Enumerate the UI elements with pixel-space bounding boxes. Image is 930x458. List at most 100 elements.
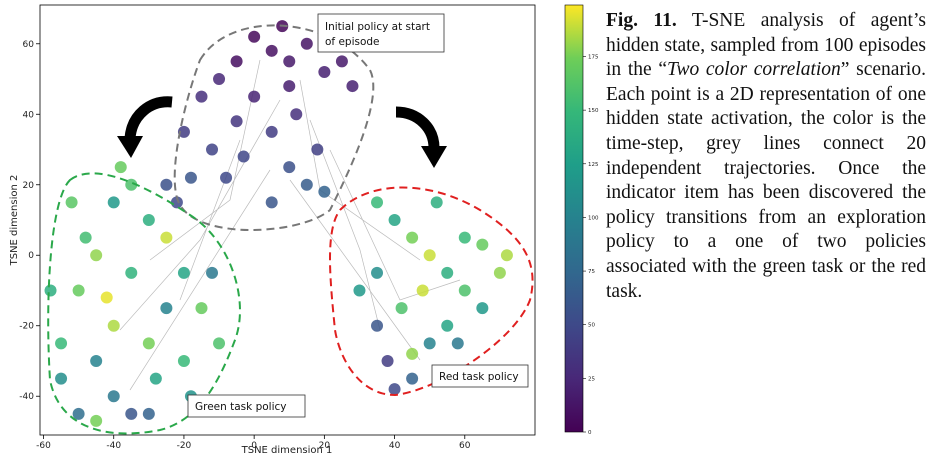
annotation: Red task policy (439, 371, 519, 383)
point (142, 214, 155, 226)
x-tick-label: 60 (459, 441, 471, 451)
point (451, 337, 464, 350)
y-tick-label: 40 (23, 110, 35, 120)
chart: Initial policy at start of episode Red t… (9, 4, 599, 456)
y-axis-label: TSNE dimension 2 (9, 175, 20, 267)
point (441, 266, 454, 279)
y-tick-label: 20 (23, 181, 35, 191)
green-region (47, 172, 241, 435)
caption-text: ” scenario. Each point is a 2D represent… (606, 59, 926, 302)
point (388, 214, 401, 226)
x-tick-label: 0 (251, 441, 257, 451)
point (318, 185, 331, 198)
point (72, 284, 85, 297)
point (430, 196, 443, 209)
point (90, 354, 103, 367)
colorbar (564, 4, 584, 433)
point (107, 390, 120, 403)
point (79, 231, 92, 244)
point (423, 249, 436, 262)
annotation-box (187, 394, 306, 418)
point (170, 196, 183, 209)
y-tick-label: -20 (19, 322, 34, 332)
point (55, 337, 68, 350)
annotation: Initial policy at start (325, 21, 430, 33)
point (371, 196, 384, 209)
point (265, 196, 278, 209)
point (335, 55, 348, 68)
point (283, 161, 296, 174)
point (416, 284, 429, 297)
annotation-box (431, 364, 529, 388)
initial-region (173, 24, 375, 231)
point (248, 90, 261, 103)
colorbar-tick-label: 125 (588, 162, 599, 168)
point (346, 80, 359, 93)
point (476, 302, 489, 315)
caption-label: Fig. 11. (606, 10, 677, 31)
annotation: Green task policy (195, 401, 287, 413)
point (206, 266, 219, 279)
x-tick-label: 20 (319, 441, 331, 451)
point (114, 161, 127, 174)
point (476, 238, 489, 251)
colorbar-tick-label: 0 (588, 430, 592, 436)
point (184, 171, 197, 184)
colorbar-tick-label: 75 (588, 269, 595, 275)
colorbar-tick-label: 175 (588, 54, 599, 60)
point (195, 302, 208, 315)
point (353, 284, 366, 297)
y-tick-label: -40 (19, 392, 34, 402)
caption-text: T-SNE analysis of agent’s hidden state, … (606, 10, 926, 81)
x-tick-label: -40 (106, 441, 121, 451)
point (395, 302, 408, 315)
annotation-box (317, 13, 445, 53)
point (160, 178, 173, 191)
point (160, 302, 173, 315)
point (300, 178, 313, 191)
point (371, 319, 384, 332)
point (195, 90, 208, 103)
point (125, 178, 138, 191)
point (265, 44, 278, 57)
point (107, 319, 120, 332)
point (142, 337, 155, 350)
point (160, 231, 173, 244)
point (107, 196, 120, 209)
x-tick-label: 40 (389, 441, 401, 451)
y-tick-label: 60 (23, 40, 35, 50)
point (318, 65, 331, 78)
x-tick-label: -20 (177, 441, 192, 451)
point (230, 55, 243, 68)
point (177, 266, 190, 279)
point (213, 73, 226, 86)
caption: Fig. 11. T-SNE analysis of agent’s hidde… (606, 9, 926, 304)
point (265, 125, 278, 138)
colorbar-tick-label: 50 (588, 323, 595, 329)
point (44, 284, 57, 297)
point (406, 347, 419, 360)
point (177, 125, 190, 138)
point (311, 143, 324, 156)
caption-italic: Two color correlation (667, 59, 841, 81)
arrow-right-head (421, 146, 447, 168)
point (248, 30, 261, 43)
point (283, 80, 296, 93)
point (493, 266, 506, 279)
colorbar-tick-label: 150 (588, 108, 599, 114)
point (90, 249, 103, 262)
point (458, 284, 471, 297)
point (300, 37, 313, 50)
point (500, 249, 513, 262)
point (230, 115, 243, 128)
y-tick-label: 0 (28, 251, 34, 261)
x-tick-label: -60 (36, 441, 51, 451)
point (55, 372, 68, 385)
point (283, 55, 296, 68)
plot-frame (39, 4, 536, 436)
point (72, 407, 85, 420)
point (177, 354, 190, 367)
point (441, 319, 454, 332)
point (100, 291, 113, 304)
point (213, 337, 226, 350)
